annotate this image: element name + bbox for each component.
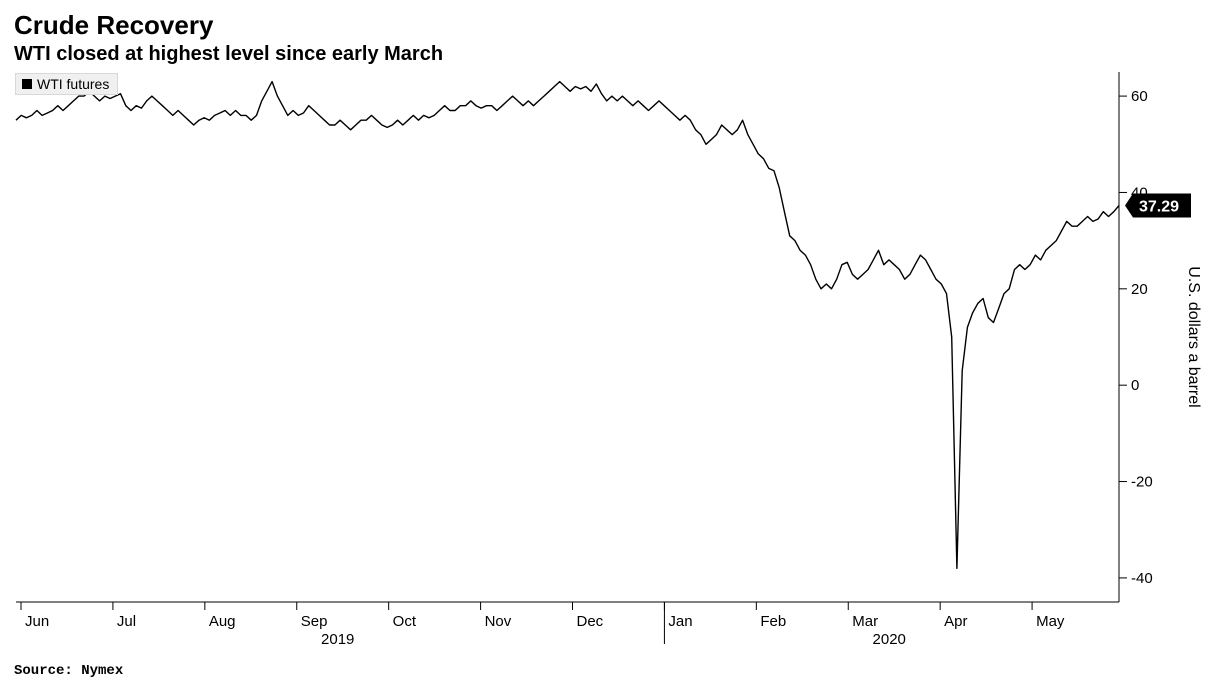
svg-text:-20: -20 xyxy=(1131,474,1153,491)
svg-text:0: 0 xyxy=(1131,377,1139,394)
chart-source: Source: Nymex xyxy=(14,663,1211,679)
svg-text:Oct: Oct xyxy=(393,613,417,630)
svg-text:Feb: Feb xyxy=(760,613,786,630)
svg-text:60: 60 xyxy=(1131,88,1148,105)
svg-text:2019: 2019 xyxy=(321,631,354,648)
svg-text:-40: -40 xyxy=(1131,570,1153,587)
chart-title: Crude Recovery xyxy=(14,10,1211,41)
svg-text:May: May xyxy=(1036,613,1065,630)
chart-container: Crude Recovery WTI closed at highest lev… xyxy=(0,0,1225,689)
svg-text:Apr: Apr xyxy=(944,613,967,630)
svg-text:U.S. dollars a barrel: U.S. dollars a barrel xyxy=(1185,266,1202,407)
plot-area: WTI futures -40-200204060U.S. dollars a … xyxy=(14,72,1211,657)
svg-text:Jun: Jun xyxy=(25,613,49,630)
svg-text:Aug: Aug xyxy=(209,613,236,630)
svg-text:Sep: Sep xyxy=(301,613,328,630)
legend-marker-icon xyxy=(22,79,32,89)
svg-text:Jul: Jul xyxy=(117,613,136,630)
svg-text:Dec: Dec xyxy=(577,613,604,630)
svg-text:20: 20 xyxy=(1131,281,1148,298)
svg-text:Mar: Mar xyxy=(852,613,878,630)
svg-text:37.29: 37.29 xyxy=(1139,199,1179,216)
svg-text:Jan: Jan xyxy=(668,613,692,630)
legend: WTI futures xyxy=(15,73,118,95)
svg-text:Nov: Nov xyxy=(485,613,512,630)
svg-text:2020: 2020 xyxy=(873,631,906,648)
chart-subtitle: WTI closed at highest level since early … xyxy=(14,43,1211,66)
legend-label: WTI futures xyxy=(37,76,109,92)
line-chart-svg: -40-200204060U.S. dollars a barrelJunJul… xyxy=(14,72,1211,657)
